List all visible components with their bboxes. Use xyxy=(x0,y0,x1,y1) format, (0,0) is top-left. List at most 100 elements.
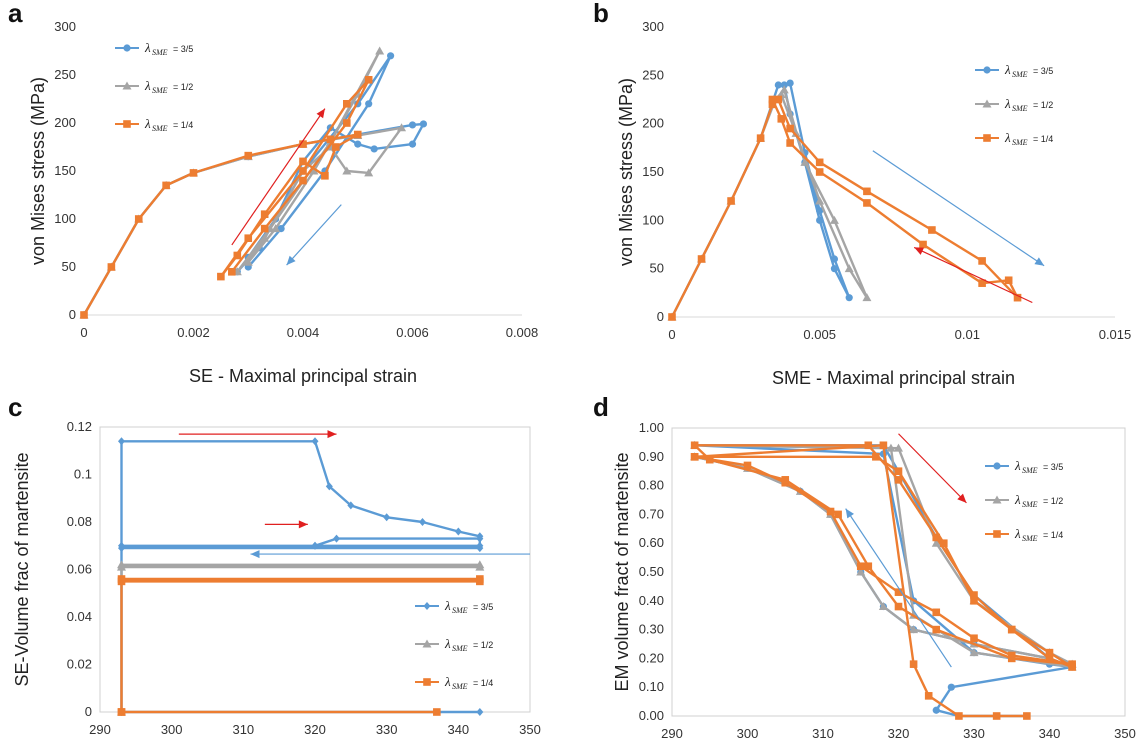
arrow-loading xyxy=(231,108,326,246)
arrow-top xyxy=(178,430,337,439)
panel-label: b xyxy=(593,0,609,28)
arrow-head xyxy=(327,430,337,439)
data-point xyxy=(864,441,873,450)
arrow-cooling xyxy=(250,550,530,559)
y-tick-label: 0.1 xyxy=(74,467,92,482)
y-tick-label: 0.08 xyxy=(67,514,92,529)
arrow-shaft xyxy=(913,246,1033,304)
arrow-recovery xyxy=(913,246,1033,304)
data-point xyxy=(815,168,824,176)
y-tick-label: 0.50 xyxy=(639,564,664,579)
data-point xyxy=(768,100,777,109)
x-tick-label: 330 xyxy=(376,722,398,737)
series-1-2 xyxy=(117,560,485,716)
panel-label: d xyxy=(593,392,609,422)
data-point xyxy=(780,81,788,89)
y-tick-label: 50 xyxy=(62,259,76,274)
data-point xyxy=(1023,712,1031,720)
legend-lambda: λ xyxy=(1014,458,1021,473)
data-point xyxy=(668,313,676,321)
legend-entry-label: = 3/5 xyxy=(1043,462,1063,472)
legend-entry-label: = 1/4 xyxy=(173,120,193,130)
legend-subscript: SME xyxy=(152,86,168,95)
data-point xyxy=(433,708,441,716)
legend-swatch-marker xyxy=(422,639,432,648)
data-point xyxy=(856,567,866,576)
x-axis-label: SE - Maximal principal strain xyxy=(189,366,417,386)
data-point xyxy=(834,510,842,519)
legend-lambda: λ xyxy=(144,78,151,93)
data-point xyxy=(117,577,126,586)
data-point xyxy=(863,199,871,207)
data-point xyxy=(117,708,126,716)
legend-lambda: λ xyxy=(444,636,451,651)
data-point xyxy=(894,443,903,452)
arrow-heating xyxy=(872,150,1045,267)
data-point xyxy=(370,145,378,153)
data-point xyxy=(955,712,963,720)
legend: λ SME = 3/5λ SME = 1/2λ SME = 1/4 xyxy=(115,40,193,133)
data-point xyxy=(970,597,978,605)
y-tick-label: 300 xyxy=(642,19,664,34)
legend-lambda: λ xyxy=(444,674,451,689)
data-point xyxy=(375,46,385,55)
data-point xyxy=(743,461,752,470)
data-point xyxy=(1045,654,1054,663)
data-point xyxy=(476,577,484,586)
series-3-5 xyxy=(80,52,428,319)
x-tick-label: 0.002 xyxy=(177,325,210,340)
data-point xyxy=(756,134,765,142)
y-tick-label: 0.12 xyxy=(67,419,92,434)
arrow-head xyxy=(250,550,260,559)
y-tick-label: 250 xyxy=(54,67,76,82)
data-point xyxy=(932,625,941,634)
data-point xyxy=(856,562,865,571)
series-1-4 xyxy=(117,575,484,716)
x-tick-label: 300 xyxy=(737,726,759,741)
data-point xyxy=(383,513,391,522)
y-tick-label: 0 xyxy=(69,307,76,322)
arrow-shaft xyxy=(286,204,342,266)
legend-entry-label: = 3/5 xyxy=(1033,66,1053,76)
data-point xyxy=(309,166,319,175)
data-point xyxy=(1013,293,1022,302)
data-point xyxy=(886,443,896,452)
data-point xyxy=(260,210,269,218)
x-tick-label: 0 xyxy=(80,325,87,340)
data-point xyxy=(347,501,355,510)
legend-swatch-marker xyxy=(423,678,431,686)
data-point xyxy=(779,85,789,94)
series-line xyxy=(670,88,869,318)
legend-subscript: SME xyxy=(1012,138,1028,147)
legend-entry-label: = 3/5 xyxy=(173,44,193,54)
data-point xyxy=(774,81,782,89)
data-point xyxy=(244,234,253,242)
legend-subscript: SME xyxy=(1022,500,1038,509)
data-point xyxy=(947,683,955,691)
legend-lambda: λ xyxy=(444,598,451,613)
data-point xyxy=(387,52,395,60)
y-tick-label: 0.60 xyxy=(639,535,664,550)
arrow-shaft xyxy=(845,508,952,668)
legend-entry-label: = 1/4 xyxy=(473,678,493,688)
y-tick-label: 250 xyxy=(642,67,664,82)
panel-label: c xyxy=(8,392,22,422)
data-point xyxy=(786,79,794,87)
y-tick-label: 0.40 xyxy=(639,593,664,608)
data-point xyxy=(830,255,839,263)
data-point xyxy=(353,130,362,139)
y-axis-label: SE-Volume frac of martensite xyxy=(12,452,32,686)
data-point xyxy=(311,437,319,446)
data-point xyxy=(919,240,927,249)
data-point xyxy=(326,135,335,144)
y-axis-label: von Mises stress (MPa) xyxy=(616,78,636,266)
data-point xyxy=(80,311,88,319)
data-point xyxy=(476,534,484,543)
data-point xyxy=(791,128,801,137)
arrow-shaft xyxy=(898,433,967,504)
data-point xyxy=(969,648,979,657)
chart-panel-d: 0.00 0.10 0.20 0.30 0.40 0.50 0.60 0.70 0.80 0.90… xyxy=(593,392,1136,741)
data-point xyxy=(690,441,699,450)
data-point xyxy=(830,265,839,273)
